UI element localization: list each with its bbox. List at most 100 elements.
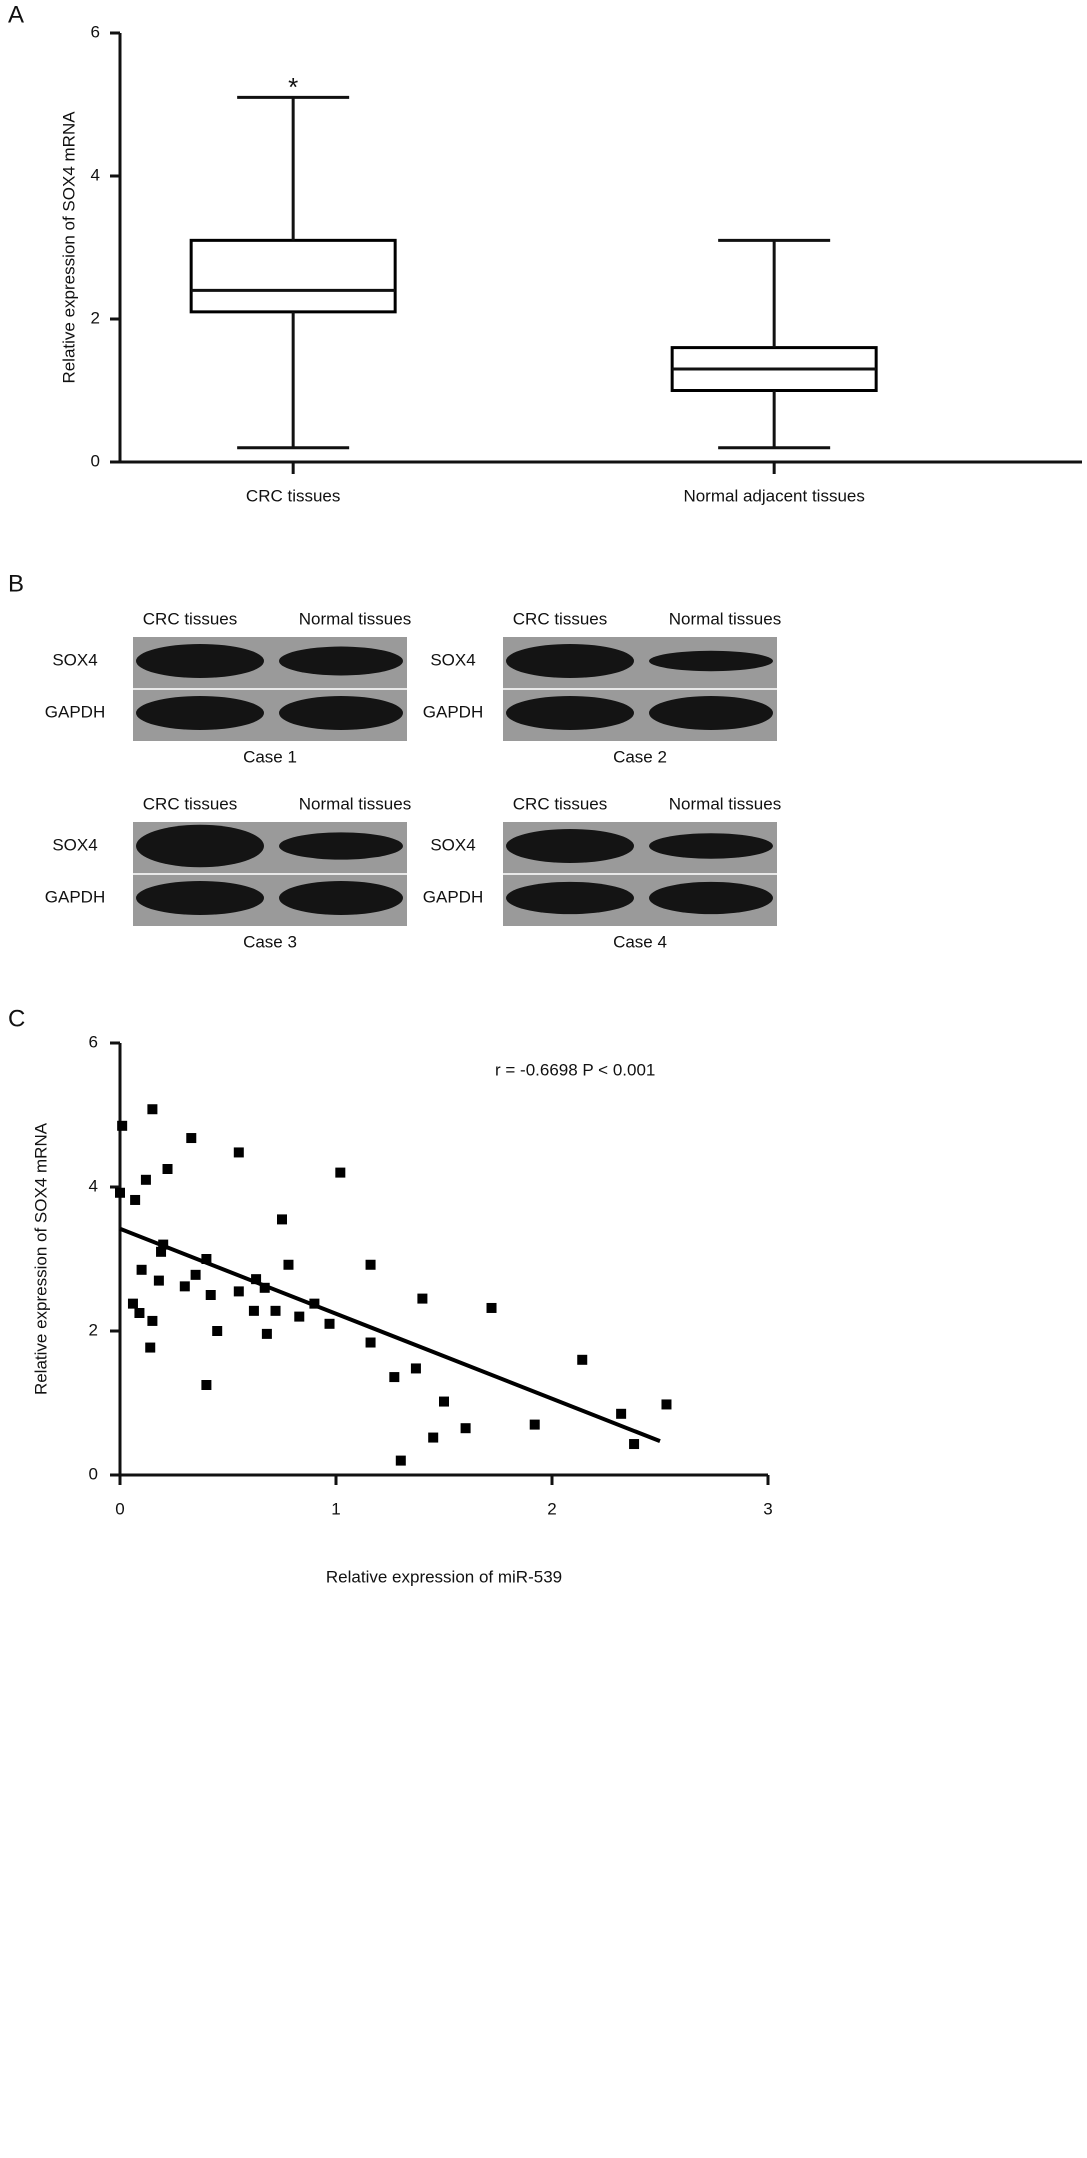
y-tick-label: 4 <box>91 165 100 184</box>
column-label: Normal tissues <box>669 609 781 628</box>
significance-mark: * <box>288 72 298 102</box>
column-label: CRC tissues <box>513 609 607 628</box>
point <box>212 1326 223 1336</box>
y-tick-label: 4 <box>89 1176 98 1195</box>
y-tick-label: 6 <box>91 22 100 41</box>
band <box>279 881 403 915</box>
band <box>649 833 773 859</box>
x-tick-label: CRC tissues <box>246 486 340 505</box>
y-tick-label: 6 <box>89 1032 98 1051</box>
point <box>661 1399 672 1410</box>
y-tick-label: 2 <box>89 1320 98 1339</box>
point <box>270 1305 281 1316</box>
point <box>145 1342 156 1353</box>
point <box>395 1455 406 1466</box>
point <box>147 1315 158 1326</box>
x-tick-label: 3 <box>763 1499 772 1518</box>
annotation: r = -0.6698 P < 0.001 <box>495 1060 655 1079</box>
band <box>506 829 634 863</box>
point <box>134 1308 145 1318</box>
case-label: Case 2 <box>613 747 667 766</box>
point <box>153 1275 164 1286</box>
row-label: GAPDH <box>423 887 483 906</box>
point <box>460 1423 471 1434</box>
column-label: CRC tissues <box>513 794 607 813</box>
column-label: CRC tissues <box>143 609 237 628</box>
point <box>147 1104 158 1115</box>
row-label: GAPDH <box>45 887 105 906</box>
band <box>136 644 264 678</box>
point <box>136 1264 147 1275</box>
point <box>117 1120 128 1131</box>
point <box>127 1298 138 1309</box>
point <box>251 1274 262 1285</box>
case-label: Case 3 <box>243 932 297 951</box>
point <box>439 1396 449 1407</box>
column-label: CRC tissues <box>143 794 237 813</box>
box <box>189 238 397 314</box>
point <box>283 1259 294 1270</box>
point <box>190 1269 201 1280</box>
point <box>248 1305 259 1316</box>
point <box>201 1380 212 1390</box>
column-label: Normal tissues <box>299 794 411 813</box>
x-tick-label: 1 <box>331 1499 340 1518</box>
point <box>294 1311 305 1322</box>
panel-label: A <box>8 1 24 28</box>
point <box>186 1133 197 1144</box>
case-label: Case 1 <box>243 747 297 766</box>
band <box>279 696 403 730</box>
point <box>201 1254 212 1264</box>
point <box>389 1372 400 1383</box>
band <box>649 881 773 915</box>
row-label: GAPDH <box>45 702 105 721</box>
point <box>179 1281 190 1292</box>
point <box>335 1167 346 1178</box>
point <box>417 1293 428 1304</box>
case-label: Case 4 <box>613 932 667 951</box>
x-tick-label: 2 <box>547 1499 556 1518</box>
row-label: SOX4 <box>430 650 475 669</box>
y-tick-label: 0 <box>91 451 100 470</box>
fit-line <box>119 1226 661 1444</box>
point <box>233 1286 244 1297</box>
y-tick-label: 2 <box>91 308 100 327</box>
y-axis-title: Relative expression of SOX4 mRNA <box>59 111 78 384</box>
band <box>649 650 773 672</box>
row-label: SOX4 <box>52 835 97 854</box>
point <box>365 1337 376 1348</box>
point <box>324 1318 335 1329</box>
panel-label: C <box>8 1005 25 1032</box>
band <box>136 824 264 868</box>
point <box>365 1259 376 1270</box>
point <box>577 1354 588 1365</box>
point <box>629 1439 640 1450</box>
row-label: SOX4 <box>52 650 97 669</box>
x-axis-title: Relative expression of miR-539 <box>326 1567 562 1586</box>
band <box>506 881 634 915</box>
point <box>162 1164 173 1174</box>
point <box>486 1302 497 1313</box>
point <box>428 1432 439 1443</box>
row-label: GAPDH <box>423 702 483 721</box>
row-label: SOX4 <box>430 835 475 854</box>
band <box>136 696 264 730</box>
point <box>205 1290 216 1300</box>
point <box>410 1363 421 1374</box>
band <box>279 832 403 860</box>
band <box>506 644 634 678</box>
column-label: Normal tissues <box>299 609 411 628</box>
band <box>136 881 264 915</box>
point <box>233 1147 244 1158</box>
point <box>156 1246 167 1257</box>
y-tick-label: 0 <box>89 1464 98 1483</box>
band <box>279 646 403 676</box>
column-label: Normal tissues <box>669 794 781 813</box>
panel-label: B <box>8 570 24 597</box>
point <box>616 1408 627 1419</box>
x-tick-label: Normal adjacent tissues <box>683 486 864 505</box>
x-tick-label: 0 <box>115 1499 124 1518</box>
point <box>115 1187 125 1198</box>
point <box>277 1214 287 1225</box>
